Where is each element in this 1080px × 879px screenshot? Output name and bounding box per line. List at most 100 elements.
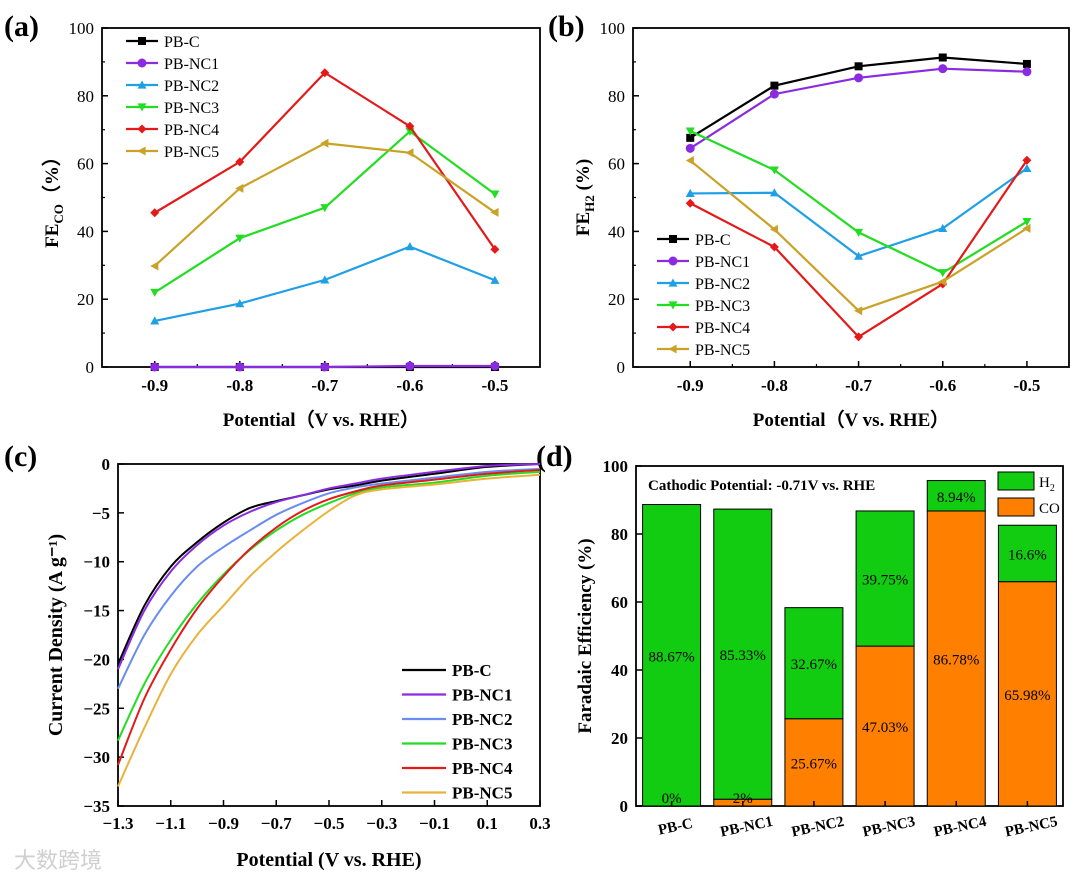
series-PB-NC5 — [150, 138, 499, 271]
legend-label: PB-NC5 — [452, 784, 512, 803]
legend-swatch — [997, 471, 1035, 491]
x-tick-label: −1.1 — [155, 814, 186, 833]
y-tick-label: 20 — [608, 290, 625, 309]
legend-marker — [137, 103, 147, 112]
bar-h2-PB-NC3 — [855, 510, 915, 647]
y-tick-label: 40 — [608, 222, 625, 241]
data-point-PB-C — [770, 81, 779, 90]
y-tick-label: 40 — [611, 661, 628, 680]
legend-item-PB-C: PB-C — [126, 34, 200, 51]
x-tick-label: -0.8 — [761, 376, 788, 395]
y-tick-label: 80 — [77, 87, 94, 106]
data-point-PB-NC2 — [769, 188, 779, 197]
data-point-PB-NC5 — [320, 138, 329, 148]
data-point-PB-NC2 — [235, 299, 245, 308]
legend-item-PB-NC5: PB-NC5 — [657, 342, 750, 359]
data-point-PB-NC5 — [405, 148, 414, 158]
data-point-PB-NC5 — [938, 277, 947, 287]
y-tick-label: 80 — [611, 525, 628, 544]
legend-item-PB-NC2: PB-NC2 — [402, 710, 512, 729]
legend-marker — [668, 322, 678, 332]
bar-group-PB-NC3: 47.03% 39.75% PB-NC3 — [855, 510, 917, 841]
y-tick-label: −35 — [83, 797, 110, 816]
bar-group-PB-NC1: 2% 85.33% PB-NC1 — [713, 508, 774, 841]
data-label-h2: 16.6% — [1008, 547, 1047, 563]
bar-h2-PB-C — [642, 504, 702, 807]
data-point-PB-NC1 — [854, 73, 864, 83]
bar-h2-PB-NC2 — [784, 607, 844, 720]
data-point-PB-NC3 — [854, 228, 864, 237]
legend-marker — [668, 344, 677, 354]
y-tick-label: 100 — [69, 19, 95, 38]
y-tick-label: 0 — [620, 797, 629, 816]
legend-label: PB-C — [452, 661, 492, 680]
data-point-PB-NC4 — [150, 208, 160, 218]
legend-marker — [138, 37, 146, 45]
legend-item-PB-NC1: PB-NC1 — [126, 56, 219, 73]
lsv-curve-PB-NC3 — [117, 470, 541, 741]
y-tick-label: 60 — [611, 593, 628, 612]
data-label-co: 2% — [733, 791, 753, 807]
legend-label: PB-NC2 — [452, 710, 512, 729]
panel-d-plot-frame — [635, 465, 1064, 807]
data-point-PB-NC2 — [854, 251, 864, 260]
data-point-PB-NC2 — [490, 275, 500, 284]
data-point-PB-NC3 — [150, 288, 160, 297]
data-label-h2: 39.75% — [862, 573, 908, 589]
legend-label: PB-NC4 — [164, 122, 219, 139]
y-tick-label: −10 — [83, 553, 110, 572]
x-tick-label: -0.7 — [311, 376, 338, 395]
x-tick-label: −0.3 — [366, 814, 397, 833]
legend-item-PB-NC4: PB-NC4 — [657, 320, 750, 337]
data-point-PB-NC5 — [685, 156, 694, 166]
y-tick-label: 0 — [617, 358, 626, 377]
data-point-PB-NC4 — [1022, 155, 1032, 165]
x-axis-label: Potential（V vs. RHE） — [223, 408, 420, 431]
series-PB-NC3 — [150, 127, 500, 297]
legend-label: PB-C — [695, 232, 731, 249]
x-tick-label: −0.9 — [208, 814, 239, 833]
x-tick-label: PB-NC4 — [932, 814, 988, 841]
y-tick-label: 100 — [603, 457, 629, 476]
series-PB-NC4 — [685, 155, 1032, 342]
data-point-PB-NC3 — [938, 269, 948, 278]
x-tick-label: PB-NC1 — [719, 814, 774, 841]
legend-item-PB-C: PB-C — [402, 661, 492, 680]
legend-item-PB-NC4: PB-NC4 — [126, 122, 219, 139]
legend-marker — [137, 58, 147, 68]
x-tick-label: −0.7 — [261, 814, 292, 833]
legend-label: PB-NC3 — [452, 735, 512, 754]
data-point-PB-C — [854, 62, 863, 71]
legend-item-PB-NC5: PB-NC5 — [402, 784, 512, 803]
panel-c-lsv: 0 −5 −10 −15 −20 −25 −30 −35−1.3 −1.1 −0.9 −0.7 −0.… — [45, 455, 551, 871]
legend-marker — [137, 146, 146, 156]
series-PB-NC1 — [150, 361, 500, 372]
data-point-PB-NC2 — [938, 223, 948, 232]
x-tick-label: 0.3 — [529, 814, 550, 833]
legend-label: CO — [1039, 501, 1060, 517]
legend-label: PB-NC1 — [452, 686, 512, 705]
bar-co-PB-NC5 — [997, 581, 1057, 807]
legend-item-PB-NC1: PB-NC1 — [402, 686, 512, 705]
y-tick-label: −25 — [83, 699, 110, 718]
data-point-PB-NC4 — [235, 157, 245, 167]
data-label-co: 0% — [662, 791, 682, 807]
y-axis-label: Faradaic Efficiency (%) — [575, 538, 596, 733]
x-tick-label: −0.5 — [314, 814, 345, 833]
data-point-PB-NC4 — [769, 242, 779, 252]
legend-marker — [669, 235, 677, 243]
data-label-co: 86.78% — [933, 652, 979, 668]
y-axis-label: Current Density (A g⁻¹) — [45, 534, 67, 736]
legend-item-PB-NC1: PB-NC1 — [657, 254, 750, 271]
data-point-PB-C — [938, 53, 947, 62]
data-point-PB-NC1 — [769, 89, 779, 99]
legend-marker — [137, 80, 147, 89]
x-axis-label: Potential (V vs. RHE) — [236, 849, 421, 871]
data-label-co: 47.03% — [862, 720, 908, 736]
bar-h2-PB-NC4 — [926, 480, 986, 512]
x-axis-label: Potential（V vs. RHE） — [753, 408, 950, 431]
data-point-PB-NC4 — [490, 244, 500, 254]
y-axis-label: FECO（%） — [40, 147, 66, 248]
data-point-PB-NC1 — [320, 362, 330, 372]
data-label-co: 25.67% — [791, 756, 837, 772]
